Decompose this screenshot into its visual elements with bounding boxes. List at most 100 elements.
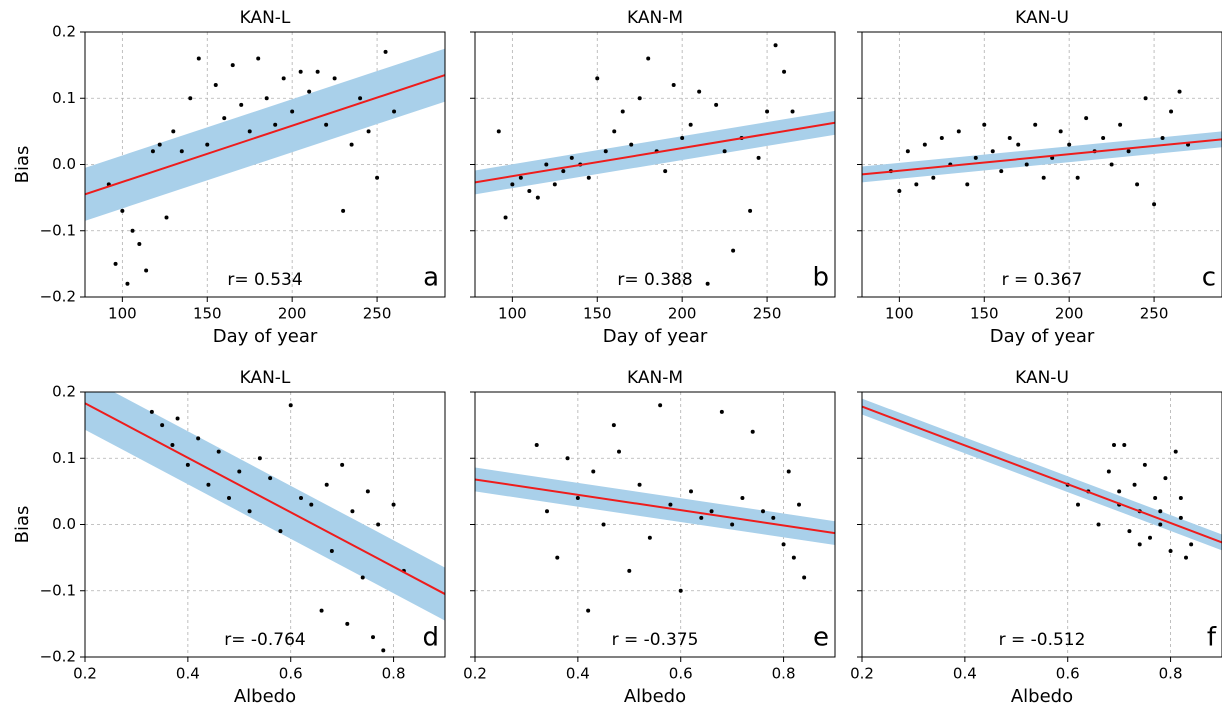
- data-point: [535, 195, 540, 200]
- correlation-annotation: r = -0.512: [999, 630, 1086, 650]
- subplot: 0.2 0.4 0.6 0.8 KAN-U Albedo r = -0.512 f: [850, 368, 1222, 704]
- x-tick-label: 150: [193, 305, 222, 323]
- x-tick-label: 0.2: [73, 665, 97, 683]
- data-point: [1041, 175, 1046, 180]
- data-point: [383, 49, 388, 54]
- plot-area: [862, 32, 1222, 297]
- data-point: [113, 261, 118, 266]
- x-tick-label: 0.6: [1056, 665, 1080, 683]
- data-point: [324, 482, 329, 487]
- data-point: [697, 89, 702, 94]
- data-point: [1117, 489, 1122, 494]
- data-point: [1135, 182, 1140, 187]
- x-axis-label: Day of year: [213, 326, 318, 347]
- data-point: [247, 509, 252, 514]
- panel-letter: b: [812, 263, 829, 293]
- x-tick-label: 100: [885, 305, 914, 323]
- x-tick-label: 0.2: [463, 665, 487, 683]
- data-point: [137, 242, 142, 246]
- data-point: [637, 482, 642, 487]
- data-point: [381, 648, 386, 653]
- data-point: [731, 248, 736, 253]
- fit-line: [475, 121, 835, 184]
- data-point: [705, 281, 710, 286]
- data-point: [668, 502, 673, 507]
- data-point: [637, 96, 642, 101]
- data-point: [371, 635, 375, 640]
- data-point: [709, 509, 714, 514]
- data-point: [761, 509, 765, 514]
- data-point: [612, 129, 617, 134]
- data-point: [595, 76, 600, 81]
- data-point: [264, 96, 269, 101]
- data-point: [503, 215, 508, 220]
- data-point: [1153, 496, 1158, 500]
- x-tick-label: 150: [583, 305, 612, 323]
- x-tick-label: 250: [753, 305, 782, 323]
- correlation-annotation: r = 0.367: [1002, 270, 1083, 290]
- panel-letter: c: [1202, 263, 1216, 293]
- data-point: [1016, 142, 1021, 147]
- data-point: [586, 608, 591, 613]
- fit-line: [85, 74, 445, 196]
- data-point: [281, 76, 286, 81]
- data-point: [965, 182, 970, 187]
- correlation-annotation: r= 0.388: [617, 270, 692, 290]
- data-point: [1118, 122, 1123, 127]
- data-point: [982, 122, 987, 127]
- y-tick-label: 0.1: [52, 449, 76, 467]
- data-point: [534, 443, 539, 447]
- data-point: [1033, 122, 1038, 127]
- data-point: [171, 129, 176, 134]
- data-point: [714, 102, 719, 107]
- data-point: [239, 102, 244, 107]
- data-point: [802, 575, 807, 580]
- y-tick-label: −0.2: [40, 648, 76, 666]
- data-point: [1075, 175, 1080, 180]
- axes-frame: [861, 31, 1222, 298]
- data-point: [376, 522, 381, 527]
- axes-frame: [84, 391, 446, 658]
- data-point: [360, 575, 365, 580]
- data-point: [1058, 129, 1063, 134]
- data-point: [781, 542, 786, 547]
- data-point: [689, 489, 693, 494]
- x-tick-label: 0.4: [176, 665, 200, 683]
- data-point: [565, 456, 570, 461]
- data-point: [591, 469, 596, 474]
- subplot: 0.2 0.4 0.6 0.8 −0.2 −0.1 0.0 0.1 0.2 KAN-L Albedo…: [12, 368, 446, 704]
- confidence-band: [85, 392, 445, 621]
- panel-title: KAN-U: [1015, 368, 1069, 388]
- data-point: [671, 83, 676, 87]
- panel-title: KAN-L: [240, 8, 291, 28]
- data-point: [603, 149, 608, 154]
- data-point: [1177, 89, 1182, 94]
- data-point: [773, 43, 778, 48]
- data-point: [1127, 529, 1132, 534]
- data-point: [329, 549, 334, 553]
- x-axis-label: Albedo: [234, 686, 296, 704]
- data-point: [629, 142, 634, 147]
- data-point: [782, 69, 787, 74]
- x-tick-label: 0.2: [850, 665, 874, 683]
- data-point: [730, 522, 735, 527]
- x-tick-label: 0.8: [772, 665, 796, 683]
- fit-line: [862, 138, 1222, 176]
- y-tick-label: −0.1: [40, 581, 76, 599]
- data-point: [1163, 476, 1168, 481]
- data-point: [699, 515, 704, 520]
- data-point: [897, 189, 902, 193]
- plot-area: [85, 392, 445, 657]
- data-point: [315, 69, 320, 74]
- data-point: [555, 555, 560, 560]
- data-point: [149, 409, 154, 414]
- data-point: [688, 122, 693, 127]
- data-point: [527, 189, 532, 193]
- data-point: [150, 149, 155, 154]
- y-tick-label: 0.1: [52, 89, 76, 107]
- data-point: [222, 116, 227, 121]
- data-point: [213, 83, 218, 87]
- x-tick-label: 150: [970, 305, 999, 323]
- x-axis-label: Albedo: [1011, 686, 1073, 704]
